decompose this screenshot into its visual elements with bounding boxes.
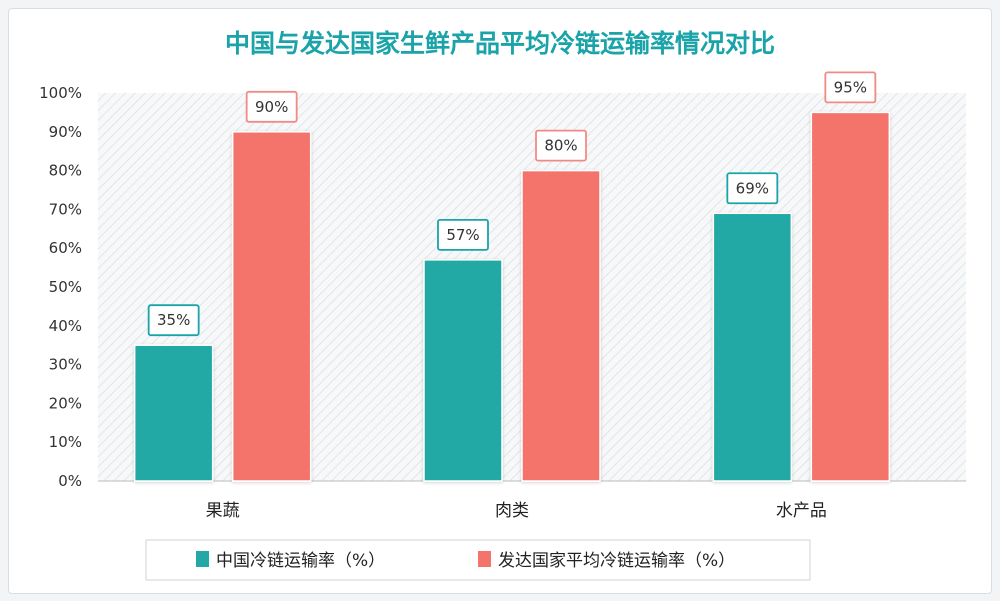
x-tick-label: 肉类 [495, 501, 529, 521]
legend-label: 中国冷链运输率（%） [216, 551, 385, 571]
y-tick-label: 0% [58, 472, 82, 490]
data-label: 95% [834, 78, 867, 96]
x-tick-label: 果蔬 [206, 501, 240, 521]
data-label: 35% [157, 311, 190, 329]
data-label: 90% [255, 98, 288, 116]
y-tick-label: 70% [49, 200, 82, 218]
bar [521, 169, 601, 482]
legend-label: 发达国家平均冷链运输率（%） [498, 551, 735, 571]
data-label-box [726, 172, 779, 205]
x-axis: 果蔬 肉类 水产品 [206, 501, 827, 521]
data-label: 80% [544, 137, 577, 155]
y-tick-label: 20% [49, 394, 82, 412]
bar [133, 344, 214, 482]
bar [712, 212, 793, 482]
y-tick-label: 90% [49, 123, 82, 141]
data-label: 69% [736, 179, 769, 197]
y-tick-label: 50% [49, 278, 82, 296]
y-tick-label: 80% [49, 162, 82, 180]
data-label-box [437, 218, 489, 251]
data-label-box [147, 304, 200, 337]
legend-swatch [478, 551, 491, 567]
bar [810, 111, 891, 482]
chart-title: 中国与发达国家生鲜产品平均冷链运输率情况对比 [225, 29, 775, 58]
y-axis: 0% 10% 20% 30% 40% 50% 60% 70% 80% 90% 100% [39, 84, 82, 490]
y-tick-label: 30% [49, 356, 82, 374]
data-label-box [245, 90, 298, 123]
bar [231, 131, 312, 482]
data-label-box [824, 71, 877, 104]
data-label-box [535, 129, 587, 162]
y-tick-label: 40% [49, 317, 82, 335]
y-tick-label: 100% [39, 84, 82, 102]
legend-swatch [196, 551, 209, 567]
data-label: 57% [446, 226, 479, 244]
y-tick-label: 10% [49, 433, 82, 451]
legend: 中国冷链运输率（%） 发达国家平均冷链运输率（%） [196, 551, 735, 571]
y-tick-label: 60% [49, 239, 82, 257]
x-tick-label: 水产品 [776, 501, 827, 521]
bars-group: 35% 90% 57% 80% 69% 95% [133, 71, 891, 482]
bar [423, 259, 503, 482]
